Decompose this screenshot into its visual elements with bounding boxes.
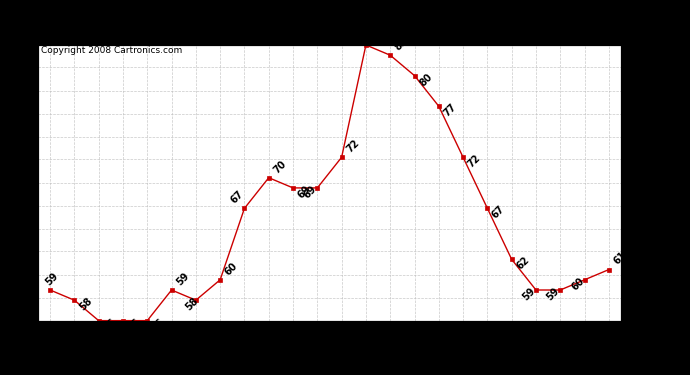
Text: 59: 59 <box>43 271 60 287</box>
Text: 60: 60 <box>569 276 586 292</box>
Text: 58: 58 <box>184 296 200 313</box>
Text: 59: 59 <box>175 271 191 287</box>
Text: 70: 70 <box>272 158 288 175</box>
Text: 56: 56 <box>101 316 118 333</box>
Text: 58: 58 <box>77 296 94 313</box>
Text: 80: 80 <box>417 71 434 88</box>
Text: 72: 72 <box>344 138 361 154</box>
Text: 67: 67 <box>490 204 506 221</box>
Text: 69: 69 <box>302 184 319 200</box>
Text: 72: 72 <box>466 153 482 170</box>
Text: 83: 83 <box>351 26 367 42</box>
Text: 56: 56 <box>126 316 142 333</box>
Text: THSW Index per Hour (°F) (Last 24 Hours) 20080825: THSW Index per Hour (°F) (Last 24 Hours)… <box>144 15 546 30</box>
Text: 67: 67 <box>229 189 246 206</box>
Text: 56: 56 <box>150 316 167 333</box>
Text: 77: 77 <box>442 102 458 119</box>
Text: 59: 59 <box>521 286 538 303</box>
Text: 60: 60 <box>223 260 239 277</box>
Text: 59: 59 <box>545 286 562 303</box>
Text: 69: 69 <box>296 184 313 200</box>
Text: 61: 61 <box>611 250 629 267</box>
Text: 62: 62 <box>515 255 531 272</box>
Text: 82: 82 <box>393 36 410 52</box>
Text: Copyright 2008 Cartronics.com: Copyright 2008 Cartronics.com <box>41 46 182 56</box>
